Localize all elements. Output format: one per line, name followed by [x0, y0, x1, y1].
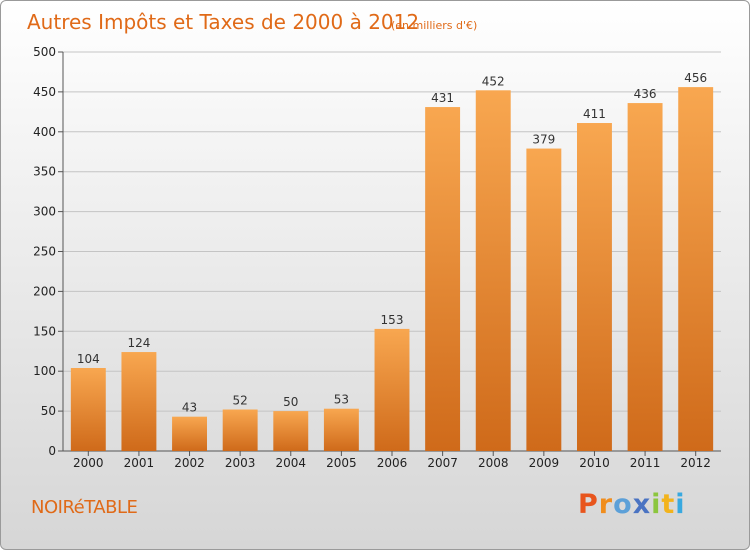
y-tick-label: 200	[33, 284, 56, 298]
x-tick-label: 2004	[275, 456, 306, 470]
y-axis-ticks: 0 50 100 150 200 250 300 350 400 450 500	[33, 45, 63, 458]
chart-subtitle: (en milliers d'€)	[391, 19, 477, 32]
x-tick-label: 2002	[174, 456, 205, 470]
bar-2004	[273, 411, 309, 451]
bar-2006	[374, 328, 410, 451]
commune-name: NOIRéTABLE	[31, 497, 138, 518]
bar-value-label: 153	[381, 313, 404, 327]
x-tick-label: 2011	[630, 456, 661, 470]
bar-2009	[526, 148, 562, 452]
bar-value-label: 436	[634, 87, 657, 101]
bar-value-label: 104	[77, 352, 100, 366]
bar-value-label: 411	[583, 107, 606, 121]
y-tick-label: 250	[33, 245, 56, 259]
bar-2007	[425, 107, 461, 451]
bar-2003	[222, 409, 258, 451]
bars: 104 124 43 52 50 53 153 431 452 379 411 436 456	[70, 71, 714, 452]
bar-value-label: 50	[283, 395, 298, 409]
y-tick-label: 350	[33, 165, 56, 179]
bar-value-label: 431	[431, 91, 454, 105]
x-tick-label: 2005	[326, 456, 357, 470]
x-tick-label: 2012	[680, 456, 711, 470]
logo-letter: P	[578, 489, 599, 520]
logo-letter: o	[613, 489, 633, 520]
y-tick-label: 150	[33, 324, 56, 338]
bar-2002	[172, 416, 208, 451]
bar-2005	[323, 408, 359, 451]
bar-2001	[121, 352, 157, 451]
y-tick-label: 500	[33, 45, 56, 59]
grid-lines	[63, 51, 721, 412]
x-axis-ticks: 2000 2001 2002 2003 2004 2005 2006 2007 2008 2009…	[73, 451, 711, 470]
x-tick-label: 2007	[427, 456, 458, 470]
bar-value-label: 52	[233, 394, 248, 408]
x-tick-label: 2001	[124, 456, 155, 470]
bar-value-label: 379	[532, 133, 555, 147]
bar-2012	[678, 87, 714, 451]
logo-letter: r	[598, 489, 614, 520]
bar-2000	[70, 368, 106, 451]
y-tick-label: 300	[33, 205, 56, 219]
y-tick-label: 50	[41, 404, 56, 418]
x-tick-label: 2008	[478, 456, 509, 470]
bar-2010	[576, 123, 612, 451]
bar-value-label: 124	[127, 336, 150, 350]
x-tick-label: 2009	[529, 456, 560, 470]
bar-value-label: 43	[182, 401, 197, 415]
chart-title: Autres Impôts et Taxes de 2000 à 2012	[27, 10, 419, 34]
proxiti-logo: Proxiti	[578, 489, 686, 520]
x-tick-label: 2000	[73, 456, 104, 470]
bar-value-label: 452	[482, 74, 505, 88]
bar-value-label: 53	[334, 393, 349, 407]
logo-letter: i	[651, 489, 662, 520]
y-tick-label: 400	[33, 125, 56, 139]
x-tick-label: 2010	[579, 456, 610, 470]
y-tick-label: 0	[48, 444, 56, 458]
bar-2011	[627, 103, 663, 452]
logo-letter: i	[675, 489, 686, 520]
x-tick-label: 2003	[225, 456, 256, 470]
logo-letter: t	[661, 489, 676, 520]
logo-letter: x	[632, 489, 652, 520]
bar-value-label: 456	[684, 71, 707, 85]
y-tick-label: 100	[33, 364, 56, 378]
bar-2008	[475, 90, 511, 451]
y-tick-label: 450	[33, 85, 56, 99]
x-tick-label: 2006	[377, 456, 408, 470]
